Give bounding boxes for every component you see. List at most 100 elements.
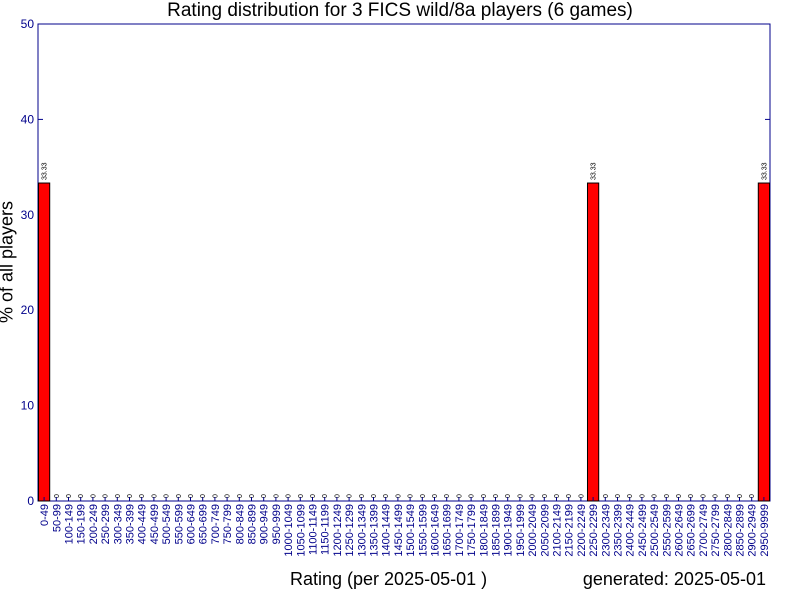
x-tick-label: 850-899 — [247, 504, 259, 544]
bar-value-label: 0 — [603, 494, 610, 498]
x-tick-label: 2900-2949 — [747, 504, 759, 557]
bar-value-label: 0 — [298, 494, 305, 498]
x-tick-label: 2300-2349 — [600, 504, 612, 557]
bar-value-label: 0 — [164, 494, 171, 498]
x-tick-label: 550-599 — [173, 504, 185, 544]
y-tick-label: 0 — [27, 494, 34, 508]
bar-value-label: 33.33 — [591, 162, 598, 180]
bar-value-label: 0 — [359, 494, 366, 498]
y-tick-label: 30 — [21, 208, 35, 222]
bar-value-label: 0 — [517, 494, 524, 498]
bar-value-label: 0 — [103, 494, 110, 498]
bar-value-label: 0 — [395, 494, 402, 498]
bar-value-label: 0 — [652, 494, 659, 498]
bar-value-label: 0 — [90, 494, 97, 498]
bar-value-label: 0 — [347, 494, 354, 498]
x-tick-label: 200-249 — [88, 504, 100, 544]
bar-value-label: 0 — [688, 494, 695, 498]
bar-value-label: 0 — [249, 494, 256, 498]
x-tick-label: 0-49 — [39, 504, 51, 526]
x-tick-label: 1400-1449 — [381, 504, 393, 557]
x-tick-label: 50-99 — [51, 504, 63, 532]
bar-value-label: 0 — [383, 494, 390, 498]
x-tick-label: 2500-2549 — [649, 504, 661, 557]
bar-value-label: 0 — [664, 494, 671, 498]
plot-frame — [37, 23, 771, 502]
x-tick-label: 1700-1749 — [454, 504, 466, 557]
bar-value-label: 0 — [420, 494, 427, 498]
x-tick-label: 1450-1499 — [393, 504, 405, 557]
bar-value-label: 0 — [310, 494, 317, 498]
bar-value-label: 0 — [578, 494, 585, 498]
x-tick-label: 2550-2599 — [661, 504, 673, 557]
x-tick-label: 300-349 — [112, 504, 124, 544]
x-tick-label: 2850-2899 — [735, 504, 747, 557]
bar-value-label: 0 — [713, 494, 720, 498]
x-tick-label: 2250-2299 — [588, 504, 600, 557]
bar-value-label: 0 — [481, 494, 488, 498]
bar-value-label: 0 — [139, 494, 146, 498]
bar-value-label: 0 — [456, 494, 463, 498]
bar-value-label: 0 — [54, 494, 61, 498]
x-tick-label: 2600-2649 — [674, 504, 686, 557]
x-tick-label: 1050-1099 — [295, 504, 307, 557]
bar-value-label: 0 — [566, 494, 573, 498]
x-tick-label: 1950-1999 — [515, 504, 527, 557]
bar — [586, 182, 600, 502]
bar-value-label: 0 — [188, 494, 195, 498]
x-tick-label: 350-399 — [125, 504, 137, 544]
x-tick-label: 750-799 — [222, 504, 234, 544]
bar-value-label: 0 — [676, 494, 683, 498]
x-tick-label: 2950-9999 — [759, 504, 771, 557]
bar-value-label: 0 — [469, 494, 476, 498]
generated-date: generated: 2025-05-01 — [582, 569, 766, 589]
bar — [37, 182, 51, 502]
x-tick-label: 2650-2699 — [686, 504, 698, 557]
bar-value-label: 0 — [261, 494, 268, 498]
bar-value-label: 0 — [737, 494, 744, 498]
x-tick-label: 1500-1549 — [405, 504, 417, 557]
x-tick-label: 1150-1199 — [320, 504, 332, 555]
x-tick-label: 2200-2249 — [576, 504, 588, 557]
x-tick-label: 2050-2099 — [539, 504, 551, 557]
x-tick-label: 1100-1149 — [308, 504, 320, 555]
bar-value-label: 0 — [371, 494, 378, 498]
x-tick-label: 100-149 — [64, 504, 76, 544]
bar-value-label: 0 — [749, 494, 756, 498]
x-tick-label: 950-999 — [271, 504, 283, 544]
bar-value-label: 0 — [334, 494, 341, 498]
x-tick-label: 1200-1249 — [332, 504, 344, 557]
x-tick-label: 700-749 — [210, 504, 222, 544]
bar — [757, 182, 771, 502]
bar-value-label: 0 — [639, 494, 646, 498]
bar-value-label: 0 — [78, 494, 85, 498]
y-tick-label: 10 — [21, 399, 35, 413]
x-tick-label: 450-499 — [149, 504, 161, 544]
bar-value-label: 0 — [408, 494, 415, 498]
bar-value-label: 0 — [444, 494, 451, 498]
x-tick-label: 1750-1799 — [466, 504, 478, 557]
bar-value-label: 0 — [200, 494, 207, 498]
bar-value-label: 0 — [151, 494, 158, 498]
bar-value-label: 0 — [127, 494, 134, 498]
x-tick-label: 1650-1699 — [442, 504, 454, 557]
bar-value-label: 0 — [66, 494, 73, 498]
x-tick-label: 2100-2149 — [552, 504, 564, 557]
bar-value-label: 0 — [505, 494, 512, 498]
y-tick-label: 50 — [21, 17, 35, 31]
bar-value-label: 0 — [615, 494, 622, 498]
bar-value-label: 0 — [237, 494, 244, 498]
bar-value-label: 0 — [542, 494, 549, 498]
x-tick-label: 1850-1899 — [491, 504, 503, 557]
bar-value-label: 0 — [115, 494, 122, 498]
x-tick-label: 800-849 — [234, 504, 246, 544]
x-tick-label: 600-649 — [186, 504, 198, 544]
bar-value-label: 0 — [286, 494, 293, 498]
x-tick-label: 2700-2749 — [698, 504, 710, 557]
x-tick-label: 1600-1649 — [430, 504, 442, 557]
bar-value-label: 0 — [530, 494, 537, 498]
x-tick-label: 1900-1949 — [503, 504, 515, 557]
x-tick-label: 2400-2449 — [625, 504, 637, 557]
chart-title: Rating distribution for 3 FICS wild/8a p… — [167, 0, 633, 21]
